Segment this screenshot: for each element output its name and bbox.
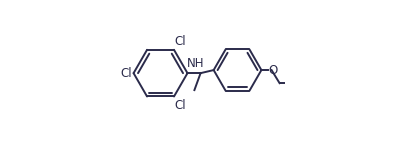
- Text: Cl: Cl: [175, 99, 186, 112]
- Text: Cl: Cl: [175, 35, 186, 48]
- Text: NH: NH: [186, 57, 204, 70]
- Text: Cl: Cl: [120, 67, 132, 80]
- Text: O: O: [269, 64, 278, 77]
